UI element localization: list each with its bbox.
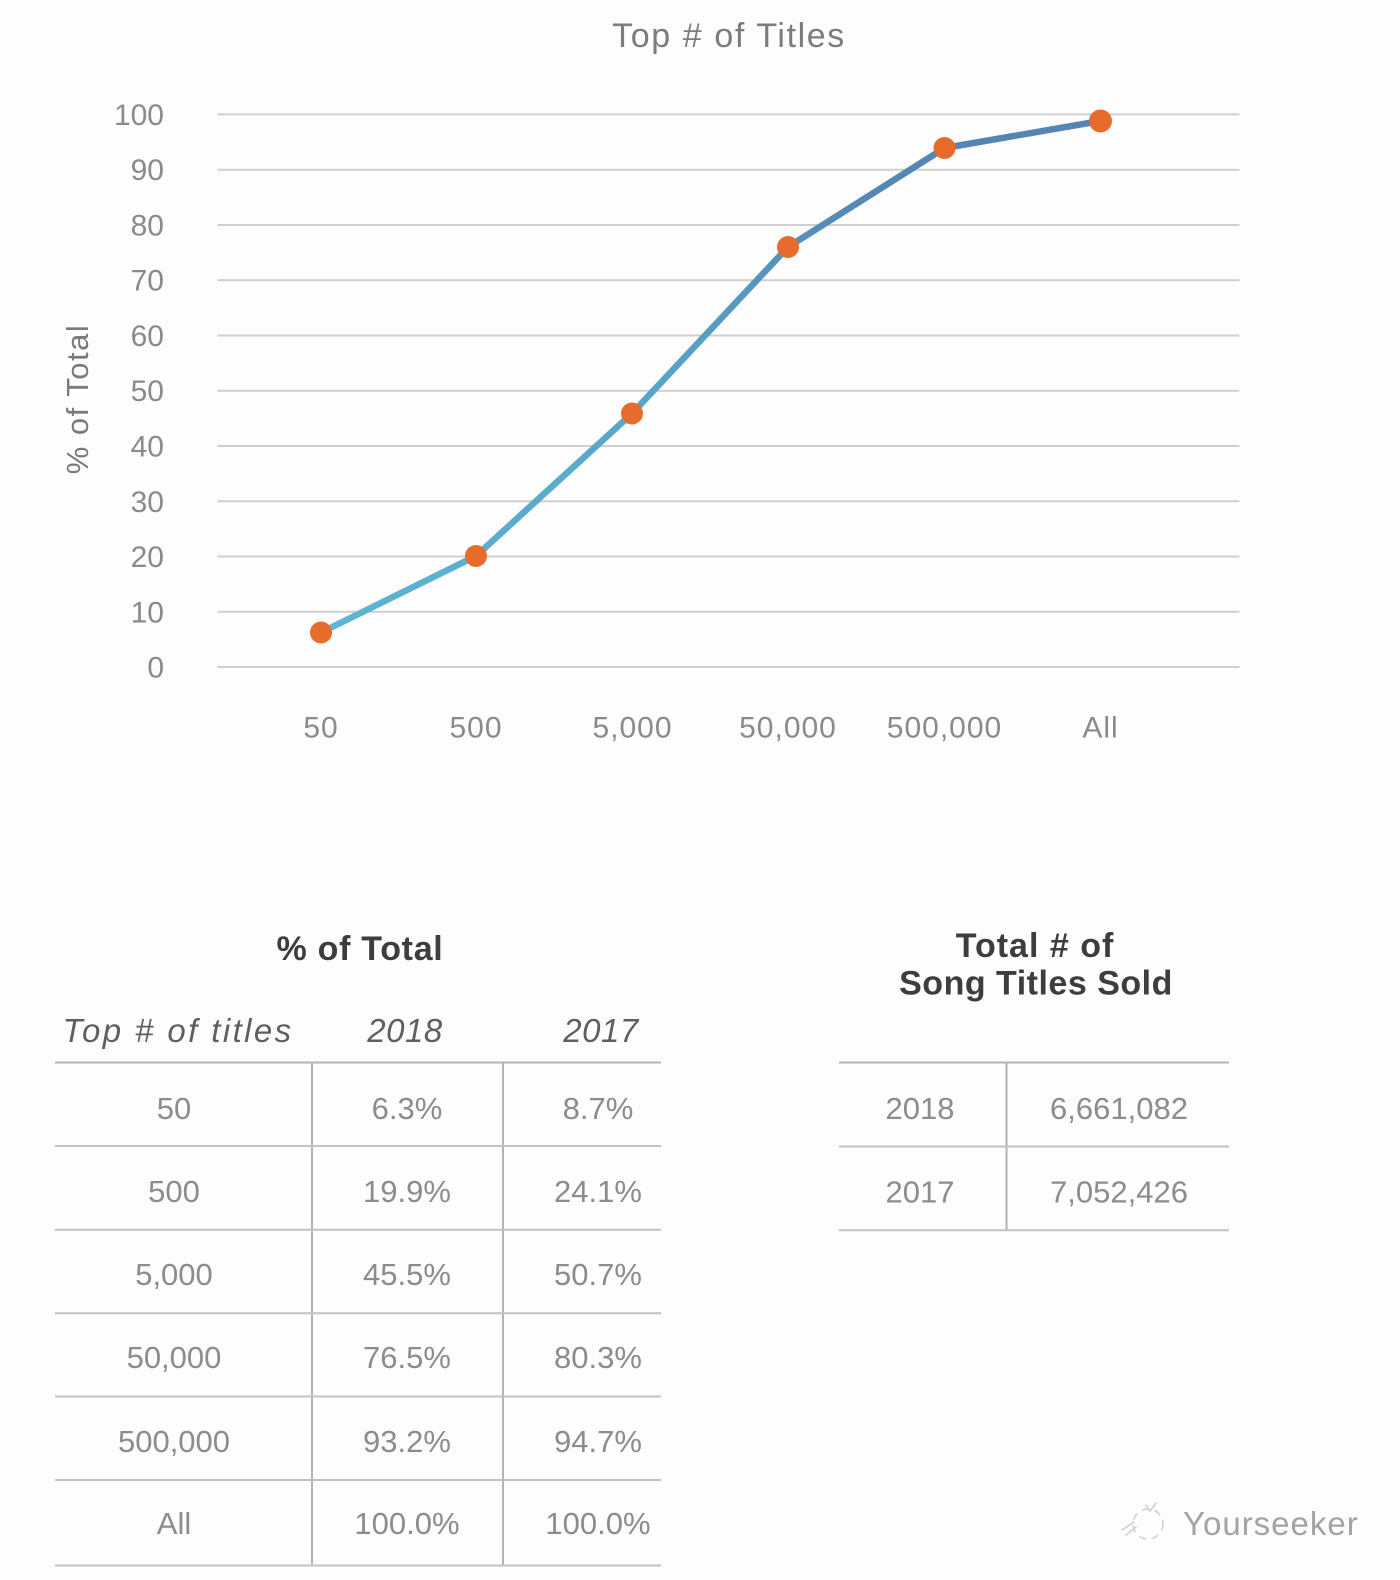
svg-text:100: 100 bbox=[114, 99, 164, 132]
svg-text:All: All bbox=[1082, 712, 1118, 745]
svg-text:100.0%: 100.0% bbox=[354, 1506, 459, 1541]
svg-text:30: 30 bbox=[131, 486, 164, 519]
svg-text:7,052,426: 7,052,426 bbox=[1050, 1175, 1188, 1210]
svg-text:60: 60 bbox=[131, 320, 164, 353]
svg-text:6.3%: 6.3% bbox=[372, 1091, 443, 1126]
svg-text:20: 20 bbox=[131, 541, 164, 574]
svg-text:24.1%: 24.1% bbox=[554, 1174, 642, 1209]
svg-text:2018: 2018 bbox=[366, 1012, 443, 1049]
svg-text:45.5%: 45.5% bbox=[363, 1257, 451, 1292]
svg-text:Top # of Titles: Top # of Titles bbox=[612, 17, 846, 55]
svg-text:50: 50 bbox=[303, 712, 338, 745]
svg-text:500,000: 500,000 bbox=[887, 712, 1002, 745]
svg-text:10: 10 bbox=[131, 596, 164, 629]
svg-text:2018: 2018 bbox=[886, 1091, 955, 1126]
svg-text:0: 0 bbox=[147, 652, 164, 685]
svg-text:8.7%: 8.7% bbox=[563, 1091, 634, 1126]
svg-text:500,000: 500,000 bbox=[118, 1424, 230, 1459]
svg-text:100.0%: 100.0% bbox=[545, 1506, 650, 1541]
svg-text:90: 90 bbox=[131, 154, 164, 187]
svg-text:94.7%: 94.7% bbox=[554, 1424, 642, 1459]
svg-text:500: 500 bbox=[449, 712, 502, 745]
svg-text:19.9%: 19.9% bbox=[363, 1174, 451, 1209]
svg-text:40: 40 bbox=[131, 431, 164, 464]
svg-text:% of Total: % of Total bbox=[60, 324, 95, 475]
svg-text:50,000: 50,000 bbox=[739, 712, 837, 745]
svg-text:% of Total: % of Total bbox=[277, 930, 444, 968]
svg-text:93.2%: 93.2% bbox=[363, 1424, 451, 1459]
svg-text:50: 50 bbox=[131, 375, 164, 408]
svg-text:6,661,082: 6,661,082 bbox=[1050, 1091, 1188, 1126]
svg-text:50,000: 50,000 bbox=[127, 1340, 222, 1375]
svg-text:50.7%: 50.7% bbox=[554, 1257, 642, 1292]
svg-text:70: 70 bbox=[131, 265, 164, 298]
svg-text:80.3%: 80.3% bbox=[554, 1340, 642, 1375]
svg-text:80: 80 bbox=[131, 210, 164, 243]
svg-text:Top # of titles: Top # of titles bbox=[62, 1012, 293, 1049]
svg-text:All: All bbox=[157, 1506, 191, 1541]
svg-text:5,000: 5,000 bbox=[592, 712, 672, 745]
svg-text:50: 50 bbox=[157, 1091, 191, 1126]
svg-text:Yourseeker: Yourseeker bbox=[1183, 1505, 1359, 1542]
svg-text:5,000: 5,000 bbox=[135, 1257, 213, 1292]
svg-text:Song Titles Sold: Song Titles Sold bbox=[899, 965, 1173, 1003]
svg-text:2017: 2017 bbox=[562, 1012, 640, 1049]
svg-text:Total # of: Total # of bbox=[956, 927, 1115, 965]
svg-text:500: 500 bbox=[148, 1174, 200, 1209]
svg-text:2017: 2017 bbox=[886, 1175, 955, 1210]
svg-text:76.5%: 76.5% bbox=[363, 1340, 451, 1375]
